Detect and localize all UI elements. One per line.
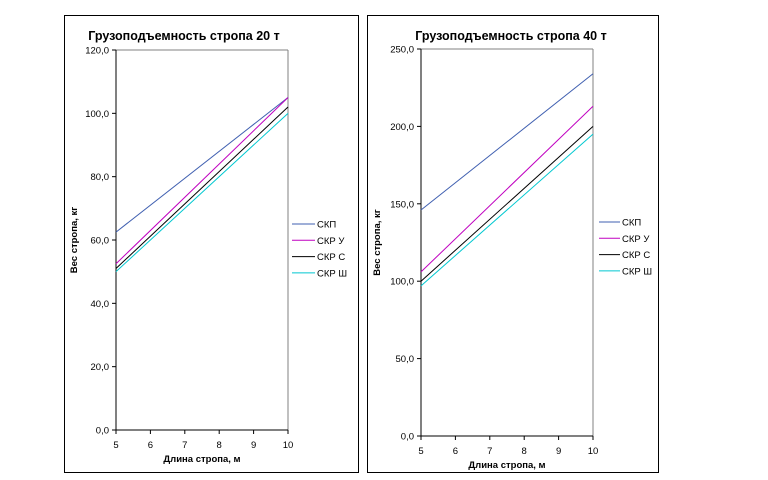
x-tick-label: 8	[217, 440, 222, 451]
chart-1: Грузоподъемность стропа 20 т 0,0 20,0 40,0 6…	[64, 15, 359, 473]
chart-frame	[64, 15, 359, 473]
legend-label: СКП	[317, 220, 336, 231]
x-tick-label: 6	[453, 446, 458, 457]
y-tick-label: 0,0	[96, 426, 109, 437]
legend-label: СКР С	[622, 250, 650, 261]
x-tick-label: 5	[418, 446, 423, 457]
y-tick-label: 100,0	[390, 277, 414, 288]
y-tick-label: 150,0	[390, 199, 414, 210]
y-axis-label: Вес стропа, кг	[69, 207, 80, 274]
x-axis-label: Длина стропа, м	[468, 460, 545, 471]
series-line-2	[115, 97, 289, 265]
x-tick-label: 5	[113, 440, 118, 451]
y-tick-label: 250,0	[390, 45, 414, 56]
x-tick-label: 7	[182, 440, 187, 451]
series-line-4	[420, 133, 594, 287]
legend-label: СКР У	[622, 234, 650, 245]
y-tick-label: 120,0	[85, 46, 109, 57]
legend-label: СКР У	[317, 236, 345, 247]
chart-frame	[367, 15, 659, 473]
y-axis-label: Вес стропа, кг	[372, 209, 383, 276]
chart-title: Грузоподъемность стропа 40 т	[415, 29, 606, 43]
chart-title: Грузоподъемность стропа 20 т	[88, 29, 279, 43]
x-tick-label: 10	[588, 446, 599, 457]
x-axis-label: Длина стропа, м	[163, 454, 240, 465]
y-tick-label: 0,0	[401, 432, 414, 443]
x-tick-label: 7	[487, 446, 492, 457]
legend-label: СКР Ш	[622, 266, 652, 277]
y-tick-label: 200,0	[390, 122, 414, 133]
x-tick-label: 8	[522, 446, 527, 457]
y-tick-label: 20,0	[91, 362, 110, 373]
series-line-1	[115, 97, 289, 233]
series-line-3	[115, 106, 289, 269]
x-tick-label: 10	[283, 440, 294, 451]
legend-label: СКП	[622, 218, 641, 229]
legend-label: СКР Ш	[317, 268, 347, 279]
y-tick-label: 50,0	[396, 354, 415, 365]
series-line-1	[420, 73, 594, 211]
series-line-3	[420, 126, 594, 282]
x-tick-label: 9	[556, 446, 561, 457]
x-tick-label: 9	[251, 440, 256, 451]
y-tick-label: 80,0	[91, 172, 110, 183]
series-line-4	[115, 112, 289, 273]
y-tick-label: 60,0	[91, 236, 110, 247]
y-tick-label: 100,0	[85, 109, 109, 120]
legend-label: СКР С	[317, 252, 345, 263]
y-tick-label: 40,0	[91, 299, 110, 310]
series-line-2	[420, 105, 594, 273]
x-tick-label: 6	[148, 440, 153, 451]
chart-2: Грузоподъемность стропа 40 т 0,0 50,0 100,0…	[367, 15, 659, 473]
